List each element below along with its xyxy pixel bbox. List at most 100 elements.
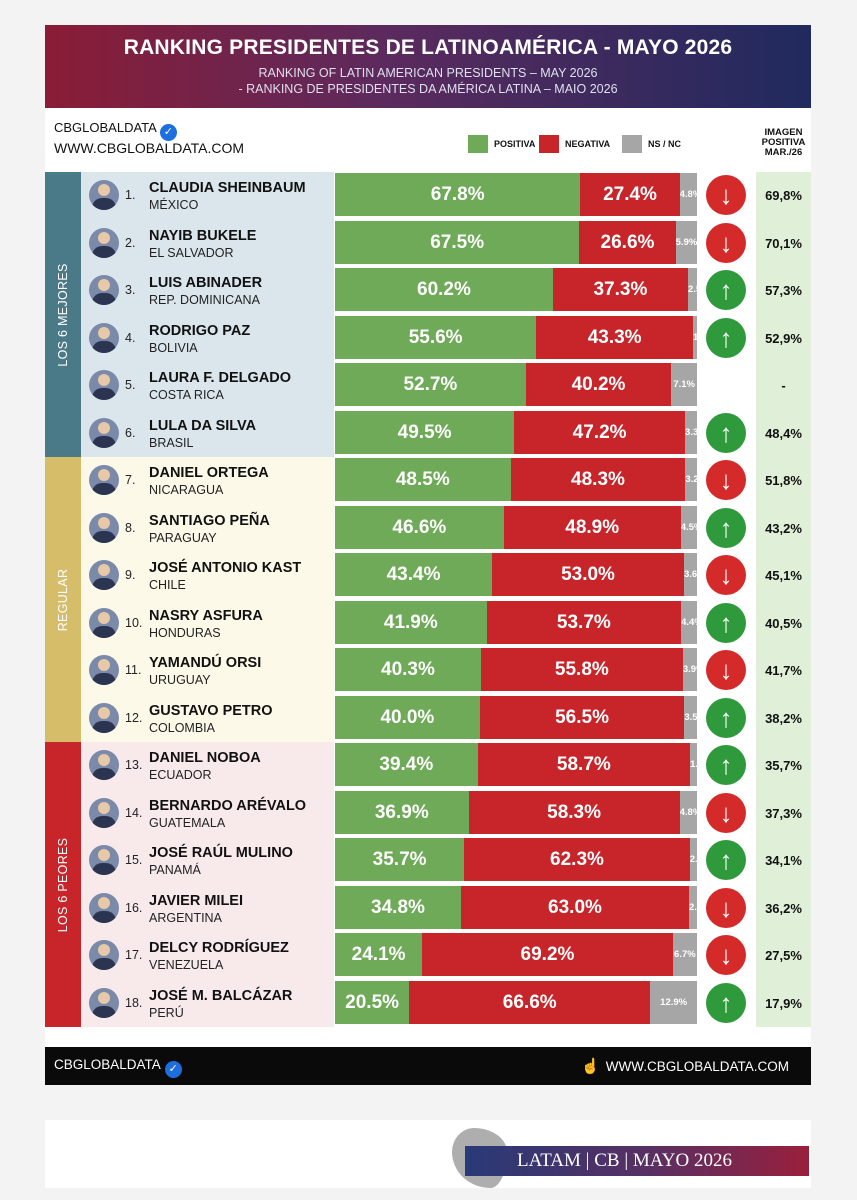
stacked-bar: 40.0%56.5%3.5% xyxy=(335,695,697,739)
bar-negative: 58.7% xyxy=(477,743,691,786)
footer-website[interactable]: ☝ WWW.CBGLOBALDATA.COM xyxy=(581,1057,789,1075)
country-name: PANAMÁ xyxy=(149,863,201,877)
country-name: HONDURAS xyxy=(149,625,221,640)
table-row: 7.DANIEL ORTEGANICARAGUA48.5%48.3%3.2%↓5… xyxy=(81,457,811,505)
rank-number: 10. xyxy=(125,615,143,630)
table-row: 15.JOSÉ RAÚL MULINOPANAMÁ35.7%62.3%2.0%↑… xyxy=(81,837,811,885)
table-row: 10.NASRY ASFURAHONDURAS41.9%53.7%4.4%↑40… xyxy=(81,599,811,647)
rank-number: 9. xyxy=(125,568,136,582)
stacked-bar: 67.8%27.4%4.8% xyxy=(335,173,697,216)
bar-nsnc: 12.9% xyxy=(650,980,697,1024)
bar-positive: 41.9% xyxy=(335,600,487,644)
row-info-cell xyxy=(81,362,334,410)
avatar xyxy=(89,702,119,733)
previous-positive-value: 37,3% xyxy=(756,789,811,837)
bar-positive: 40.0% xyxy=(335,695,480,739)
table-row: 1.CLAUDIA SHEINBAUMMÉXICO67.8%27.4%4.8%↓… xyxy=(81,172,811,220)
president-name: LULA DA SILVA xyxy=(149,417,257,434)
row-info-cell xyxy=(81,837,334,885)
arrow-down-icon: ↓ xyxy=(706,935,746,975)
stacked-bar: 35.7%62.3%2.0% xyxy=(335,838,697,881)
legend-nsnc-label: NS / NC xyxy=(648,139,682,149)
bar-positive: 49.5% xyxy=(335,410,515,454)
footer-brand-label: CBGLOBALDATA xyxy=(54,1057,161,1072)
president-name: LUIS ABINADER xyxy=(149,275,263,291)
stacked-bar: 55.6%43.3%1.1% xyxy=(335,315,697,359)
bar-negative: 47.2% xyxy=(514,410,686,454)
rank-number: 11. xyxy=(125,663,142,677)
bar-negative: 48.9% xyxy=(503,505,681,549)
prev-header-line2: POSITIVA xyxy=(761,137,806,148)
table-row: 2. NAYIB BUKELE EL SALVADOR 67.5% 26.6% 5.9% ↓… xyxy=(81,219,811,267)
bar-nsnc: 5.9% xyxy=(675,220,697,264)
previous-positive-value: 34,1% xyxy=(756,837,811,885)
row-info-cell xyxy=(81,172,334,220)
previous-positive-value: 35,7% xyxy=(756,742,811,790)
previous-positive-value: 38,2% xyxy=(756,694,811,742)
hand-pointer-icon: ☝ xyxy=(581,1058,600,1075)
footer-website-label[interactable]: WWW.CBGLOBALDATA.COM xyxy=(605,1059,789,1074)
bar-positive: 67.8% xyxy=(335,173,581,216)
bar-nsnc: 2.5% xyxy=(687,268,697,311)
president-name: DANIEL ORTEGA xyxy=(149,465,269,481)
country-name: BOLIVIA xyxy=(149,340,198,355)
table-row: 9.JOSÉ ANTONIO KASTCHILE43.4%53.0%3.6%↓4… xyxy=(81,552,811,600)
bar-positive: 52.7% xyxy=(335,363,526,406)
ranking-sheet: RANKING PRESIDENTES DE LATINOAMÉRICA - M… xyxy=(45,25,811,1085)
legend-swatch-nsnc xyxy=(622,135,642,153)
arrow-down-icon: ↓ xyxy=(706,175,746,215)
latam-banner: LATAM | CB | MAYO 2026 xyxy=(465,1146,809,1176)
table-row: 6.LULA DA SILVABRASIL49.5%47.2%3.3%↑48,4… xyxy=(81,409,811,457)
group-label-0: LOS 6 MEJORES xyxy=(45,172,81,457)
stacked-bar: 52.7% 40.2% 7.1% xyxy=(335,363,697,406)
president-name: DELCY RODRÍGUEZ xyxy=(149,940,289,956)
country-name: COLOMBIA xyxy=(149,720,215,735)
table-row: 16.JAVIER MILEIARGENTINA34.8%63.0%2.2%↓3… xyxy=(81,884,811,932)
bar-nsnc: 7.1% xyxy=(671,363,697,406)
avatar xyxy=(89,512,119,543)
bar-nsnc: 4.4% xyxy=(681,600,697,644)
bar-negative: 58.3% xyxy=(468,790,680,834)
previous-positive-value: 69,8% xyxy=(756,172,811,220)
bar-negative: 40.2% xyxy=(525,363,672,406)
bar-positive: 48.5% xyxy=(335,458,511,501)
country-name: VENEZUELA xyxy=(149,958,224,972)
president-name: JOSÉ M. BALCÁZAR xyxy=(149,987,293,1004)
row-info-cell xyxy=(81,552,334,600)
stacked-bar: 49.5%47.2%3.3% xyxy=(335,410,697,454)
bar-positive: 34.8% xyxy=(335,885,461,929)
bar-negative: 55.8% xyxy=(480,648,683,691)
table-row: 12.GUSTAVO PETROCOLOMBIA40.0%56.5%3.5%↑3… xyxy=(81,694,811,742)
legend-swatch-negative xyxy=(539,135,559,153)
president-name: NASRY ASFURA xyxy=(149,607,263,624)
header-banner: RANKING PRESIDENTES DE LATINOAMÉRICA - M… xyxy=(45,25,811,108)
arrow-down-icon: ↓ xyxy=(706,887,746,928)
president-name: JAVIER MILEI xyxy=(149,892,243,909)
previous-positive-value: 52,9% xyxy=(756,314,811,362)
prev-header-line3: MAR./26 xyxy=(764,147,803,158)
arrow-up-icon: ↑ xyxy=(706,317,746,358)
stacked-bar: 36.9%58.3%4.8% xyxy=(335,790,697,834)
arrow-down-icon: ↓ xyxy=(706,460,746,500)
verified-check-icon: ✓ xyxy=(164,1061,182,1078)
country-name: NICARAGUA xyxy=(149,483,224,497)
avatar xyxy=(89,940,119,970)
page-margin-right xyxy=(812,0,857,1200)
row-info-cell xyxy=(81,647,334,695)
bar-nsnc: 4.8% xyxy=(679,173,697,216)
footer-brand: CBGLOBALDATA ✓ xyxy=(54,1057,182,1078)
bar-negative: 62.3% xyxy=(464,838,690,881)
president-name: LAURA F. DELGADO xyxy=(149,370,292,386)
table-row: 8.SANTIAGO PEÑAPARAGUAY46.6%48.9%4.5%↑43… xyxy=(81,504,811,552)
country-name: GUATEMALA xyxy=(149,815,226,830)
avatar xyxy=(89,892,119,923)
bar-nsnc: 1.9% xyxy=(690,743,697,786)
page-title: RANKING PRESIDENTES DE LATINOAMÉRICA - M… xyxy=(123,36,733,59)
rank-number: 3. xyxy=(125,283,136,297)
row-info-cell xyxy=(81,219,334,267)
group-label-text: LOS 6 PEORES xyxy=(56,837,70,932)
subtitle-english: RANKING OF LATIN AMERICAN PRESIDENTS – M… xyxy=(258,66,598,80)
row-info-cell xyxy=(81,457,334,505)
bar-negative: 43.3% xyxy=(536,315,693,359)
row-info-cell xyxy=(81,267,334,315)
